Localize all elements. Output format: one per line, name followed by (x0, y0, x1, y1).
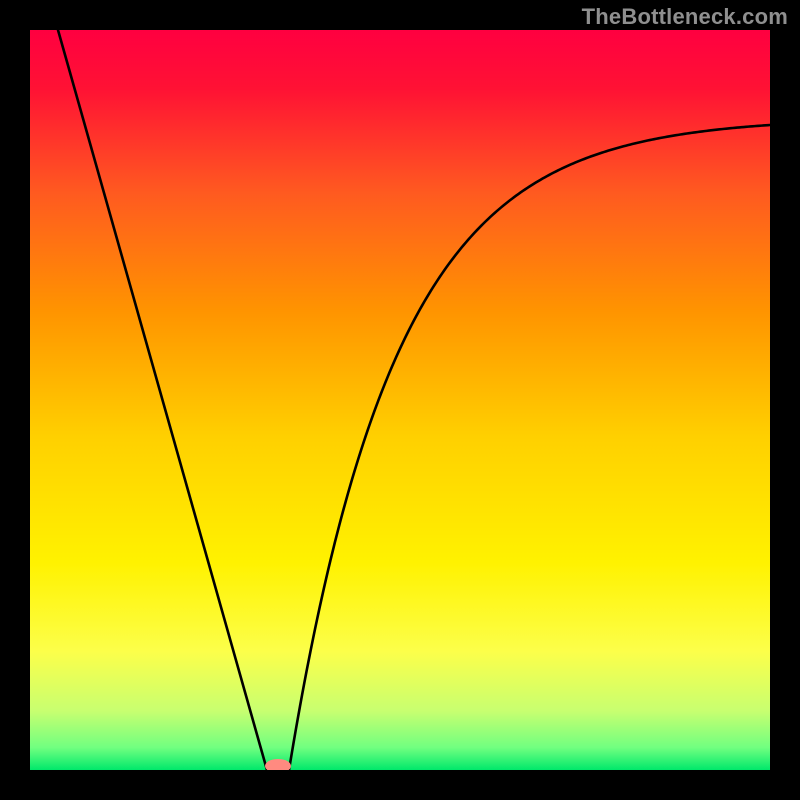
plot-area (30, 30, 770, 770)
chart-stage: TheBottleneck.com (0, 0, 800, 800)
plot-svg (30, 30, 770, 770)
plot-background (30, 30, 770, 770)
watermark-text: TheBottleneck.com (582, 4, 788, 30)
